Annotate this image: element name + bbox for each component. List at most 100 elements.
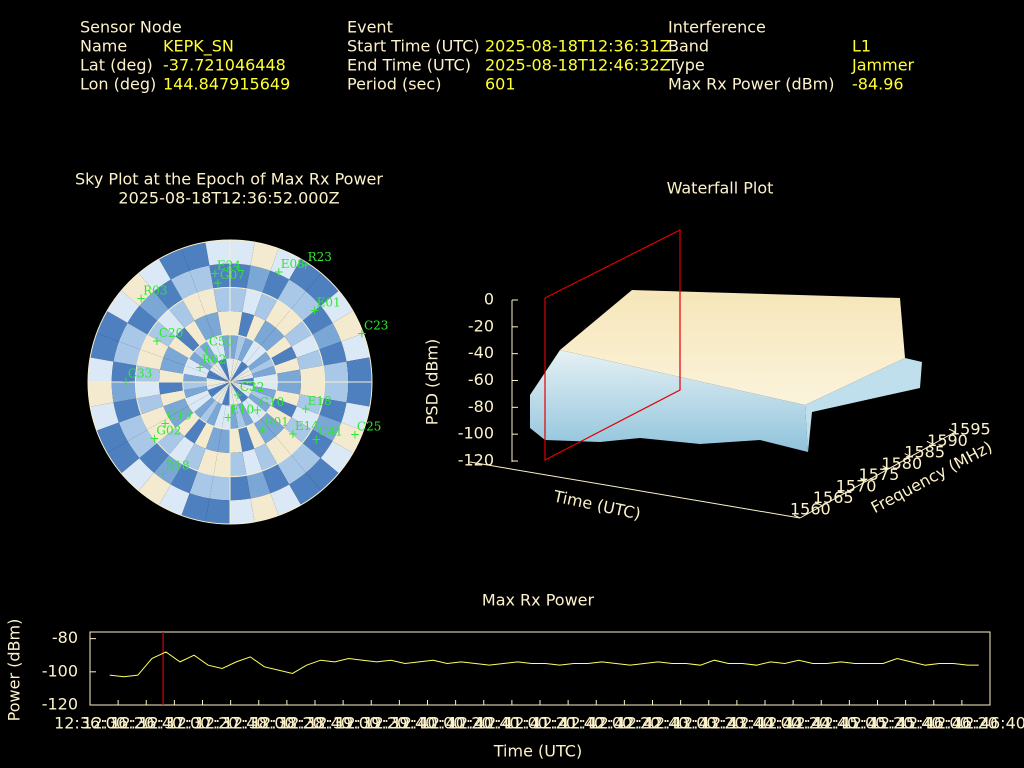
sky-cell <box>323 382 349 403</box>
sky-cell <box>206 402 222 427</box>
sky-cell <box>194 315 214 342</box>
sky-cell <box>274 357 300 374</box>
sky-cell <box>230 451 247 477</box>
sky-cell <box>250 242 279 271</box>
satellite-marker: + <box>213 276 223 290</box>
satellite-label: R02 <box>202 352 226 366</box>
sky-cell <box>230 287 247 313</box>
sky-cell <box>248 393 271 413</box>
sky-cell <box>230 382 254 387</box>
sky-cell <box>159 248 190 280</box>
sky-cell <box>302 429 333 459</box>
x-tick-label: 12:37:00 <box>138 714 210 733</box>
satellite-label: R01 <box>265 415 289 429</box>
z-tick-label: -80 <box>468 397 494 416</box>
field-value: -37.721046448 <box>163 56 286 75</box>
sky-cell <box>153 279 183 310</box>
x-tick-label: 12:38:00 <box>223 714 295 733</box>
sky-cell <box>230 428 243 453</box>
satellite-marker: + <box>195 360 205 374</box>
sky-cell <box>96 422 128 453</box>
sky-cell <box>206 377 230 382</box>
x-tick-label: 12:36:40 <box>110 714 182 733</box>
sky-cell <box>306 273 339 306</box>
sky-cell <box>230 382 242 405</box>
sky-cell <box>170 270 198 301</box>
sky-cell <box>230 377 254 382</box>
x-tick-label: 12:37:20 <box>167 714 239 733</box>
satellite-label: C33 <box>128 367 152 381</box>
sky-cell <box>159 369 184 382</box>
sky-cell <box>182 293 206 321</box>
sky-cell <box>318 398 347 423</box>
x-tick-label: 12:40:20 <box>420 714 492 733</box>
satellite-marker: + <box>301 258 311 272</box>
sky-cell <box>242 448 263 476</box>
chart-title: Waterfall Plot <box>667 179 774 198</box>
field-value: 2025-08-18T12:36:31Z <box>485 37 671 56</box>
sky-cell <box>205 426 222 452</box>
sky-cell <box>290 291 321 322</box>
sky-cell <box>302 305 333 335</box>
sky-cell <box>214 361 230 382</box>
sky-cell <box>230 405 239 430</box>
sky-cell <box>253 373 278 382</box>
sky-cell <box>230 382 246 403</box>
sky-cell <box>260 327 285 352</box>
sky-cell <box>189 351 212 371</box>
y-tick <box>882 465 889 470</box>
sky-cell <box>248 351 271 371</box>
sky-cell <box>250 390 275 406</box>
sky-cell <box>284 321 312 347</box>
sky-cell <box>197 448 218 476</box>
sky-cell <box>225 358 230 382</box>
sky-cell <box>184 418 207 444</box>
sky-cell <box>290 442 321 473</box>
sky-cell <box>183 386 208 399</box>
sky-cell <box>207 370 230 382</box>
x-tick-label: 12:41:40 <box>532 714 604 733</box>
z-tick-label: 0 <box>484 290 494 309</box>
satellite-marker: + <box>288 427 298 441</box>
field-value: 144.847915649 <box>163 75 290 94</box>
sky-cell <box>230 334 239 359</box>
sky-cell <box>185 390 210 406</box>
sky-cell <box>168 405 194 428</box>
sky-cell <box>214 382 230 403</box>
satellite-label: G07 <box>220 268 245 282</box>
field-value: L1 <box>852 37 871 56</box>
sky-cell <box>181 493 210 522</box>
sky-cell <box>127 429 158 459</box>
sky-cell <box>118 322 149 350</box>
sky-cell <box>234 335 247 360</box>
sky-cell <box>148 417 176 443</box>
x-tick-label: 12:45:20 <box>842 714 914 733</box>
sky-cell <box>163 398 190 418</box>
satellite-label: C23 <box>364 318 388 332</box>
sky-cell <box>230 311 243 336</box>
sky-cell <box>250 358 275 374</box>
sky-cell <box>113 398 142 423</box>
field-label: Period (sec) <box>347 75 441 94</box>
sky-cell <box>181 242 210 271</box>
sky-cell <box>209 475 230 501</box>
x-tick-label: 12:42:40 <box>617 714 689 733</box>
sky-cell <box>185 358 210 374</box>
satellite-marker: + <box>301 402 311 416</box>
sky-cell <box>230 359 242 382</box>
sky-cell <box>189 470 214 499</box>
satellite-marker: + <box>357 326 367 340</box>
sky-cell <box>270 398 297 418</box>
sky-cell <box>230 382 253 394</box>
satellite-label: C20 <box>159 326 183 340</box>
sky-cell <box>209 382 230 398</box>
x-tick-label: 12:41:20 <box>504 714 576 733</box>
satellite-marker: + <box>152 334 162 348</box>
sky-cell <box>135 365 161 382</box>
sky-cell <box>311 414 342 442</box>
field-value: Jammer <box>851 56 915 75</box>
x-tick-label: 12:36:00 <box>54 714 126 733</box>
sky-cell <box>265 300 291 328</box>
x-tick-label: 12:43:00 <box>645 714 717 733</box>
y-tick-label: 1580 <box>881 454 922 473</box>
